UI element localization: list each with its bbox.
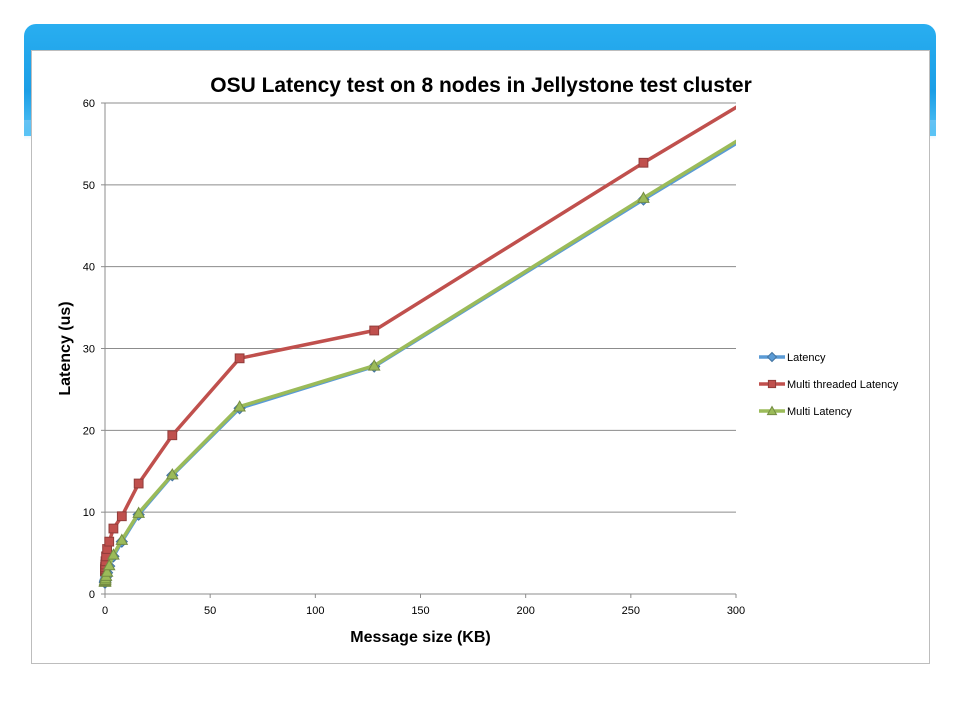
chart-title: OSU Latency test on 8 nodes in Jellyston… — [210, 74, 752, 97]
x-tick-label: 250 — [622, 605, 640, 617]
legend-swatch-marker — [766, 405, 778, 416]
data-point — [100, 565, 114, 577]
x-tick-label: 200 — [516, 605, 534, 617]
data-point — [234, 353, 245, 364]
grid-layer — [105, 102, 736, 513]
y-tick-label: 40 — [83, 262, 95, 274]
y-tick-label: 30 — [83, 344, 95, 356]
y-tick-label: 10 — [83, 507, 95, 519]
y-tick-label: 60 — [83, 98, 95, 110]
legend-swatch-marker — [767, 379, 777, 389]
series-line — [103, 105, 736, 573]
x-tick-label: 0 — [102, 605, 108, 617]
series-multi-threaded-latency — [100, 105, 736, 576]
y-tick-label: 0 — [89, 589, 95, 601]
data-point — [167, 430, 178, 441]
latency-chart: OSU Latency test on 8 nodes in Jellyston… — [57, 74, 899, 646]
data-point — [637, 191, 650, 203]
data-point — [367, 359, 381, 371]
data-point — [133, 478, 144, 489]
data-point — [104, 536, 115, 547]
x-tick-label: 150 — [411, 605, 429, 617]
data-point — [233, 400, 246, 412]
axis-layer: 0 10 20 30 40 50 60 0 50 100 150 200 250 300 — [83, 98, 745, 617]
series-latency — [98, 141, 736, 589]
x-tick-label: 50 — [204, 605, 216, 617]
legend-label: Latency — [787, 352, 826, 364]
data-point — [132, 506, 146, 518]
chart-frame: OSU Latency test on 8 nodes in Jellyston… — [31, 50, 930, 664]
data-point — [115, 533, 129, 545]
series-line — [103, 141, 736, 585]
legend-item: Multi threaded Latency — [759, 379, 899, 391]
data-point — [165, 467, 179, 480]
data-point — [108, 523, 119, 534]
legend-swatch-marker — [766, 351, 778, 363]
legend-item: Latency — [759, 351, 826, 364]
data-point — [107, 548, 120, 560]
series-line — [103, 139, 736, 584]
data-point — [638, 157, 649, 168]
x-tick-label: 100 — [306, 605, 324, 617]
legend-label: Multi threaded Latency — [787, 379, 899, 391]
legend-item: Multi Latency — [759, 405, 852, 418]
y-axis-title: Latency (us) — [57, 301, 74, 395]
legend-label: Multi Latency — [787, 406, 852, 418]
x-tick-label: 300 — [727, 605, 745, 617]
series-multi-latency — [98, 139, 736, 587]
legend: Latency Multi threaded Latency Multi Laten… — [759, 351, 899, 418]
y-tick-label: 50 — [83, 180, 95, 192]
series-layer — [98, 105, 736, 589]
data-point — [102, 558, 116, 571]
data-point — [116, 511, 127, 522]
y-tick-label: 20 — [83, 425, 95, 437]
data-point — [369, 325, 380, 336]
x-axis-title: Message size (KB) — [350, 629, 491, 646]
